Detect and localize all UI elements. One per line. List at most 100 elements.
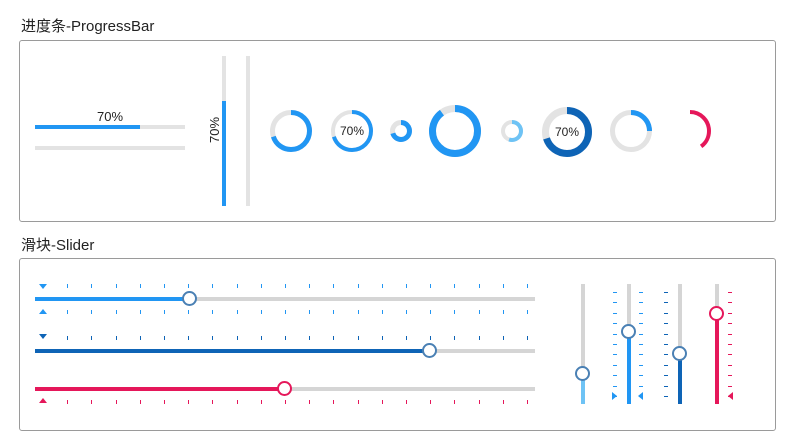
progress-section-title: 进度条-ProgressBar [21,15,154,36]
slider-tick [237,284,238,288]
slider-section-title: 滑块-Slider [21,234,94,255]
slider-tick [406,284,407,288]
slider-tick [333,284,334,288]
slider-tick [333,400,334,404]
vslider-1[interactable] [576,284,590,404]
vslider-tick [664,313,668,314]
vslider-tick [664,344,668,345]
slider-tick [164,336,165,340]
vslider-tick [728,365,732,366]
vslider-tick [639,375,643,376]
ring-progress-4 [429,105,481,157]
slider-tick [309,284,310,288]
slider-tick [527,284,528,288]
slider-tick [285,400,286,404]
slider-2[interactable] [35,344,535,358]
slider-tick [116,336,117,340]
slider-tick [140,336,141,340]
ring-progress-3 [390,120,412,142]
slider-tick [261,284,262,288]
vslider-tick [613,323,617,324]
vslider-tick [639,354,643,355]
vslider-3-thumb[interactable] [672,346,687,361]
vslider-tick [613,375,617,376]
vslider-3[interactable] [673,284,687,404]
vslider-3-ticks-left [664,284,668,404]
slider-tick [309,336,310,340]
vprogress-fill-1 [222,101,226,206]
slider-tick [382,310,383,314]
slider-tick [164,310,165,314]
vslider-tick [728,375,732,376]
ring-label-6: 70% [542,125,592,139]
hprogress-fill-1 [35,125,140,129]
slider-tick [188,400,189,404]
vslider-tick [728,313,732,314]
slider-tick [527,400,528,404]
hprogress-bar-2 [35,146,185,150]
slider-tick [285,310,286,314]
slider-tick [116,284,117,288]
vslider-tick [613,292,617,293]
slider-3-ticks-bottom [35,400,535,404]
slider-1-thumb[interactable] [182,291,197,306]
vslider-4[interactable] [710,284,724,404]
vslider-tick [639,292,643,293]
vslider-tick [639,313,643,314]
slider-tick [358,284,359,288]
slider-1-ticks-bottom [35,310,535,314]
slider-2-thumb[interactable] [422,343,437,358]
vslider-4-ticks-right [728,284,732,404]
slider-tick [116,400,117,404]
vslider-tick [728,334,732,335]
vslider-3-fill [678,354,682,404]
slider-tick [188,310,189,314]
vprogress-bar-1 [222,56,226,206]
slider-tick [527,336,528,340]
slider-tick [140,284,141,288]
ring-progress-1 [270,110,312,152]
slider-tick [406,336,407,340]
vslider-tick [664,334,668,335]
slider-tick [188,336,189,340]
slider-tick [503,284,504,288]
slider-tick [67,400,68,404]
ring-svg-3 [390,120,412,142]
vslider-2-ticks-right [639,284,643,404]
vslider-tick [613,365,617,366]
vslider-tick [639,365,643,366]
vslider-2[interactable] [622,284,636,404]
slider-3[interactable] [35,382,535,396]
vprogress-bar-2 [246,56,250,206]
ring-label-2: 70% [331,124,373,138]
slider-tick [527,310,528,314]
slider-2-ticks-top [35,336,535,340]
vslider-2-ticks-left [613,284,617,404]
vslider-tick [613,334,617,335]
vslider-tick [664,302,668,303]
slider-tick [503,336,504,340]
slider-tick [140,310,141,314]
slider-tick [430,400,431,404]
slider-tick [212,336,213,340]
vslider-2-thumb[interactable] [621,324,636,339]
ring-svg-4 [429,105,481,157]
vslider-4-thumb[interactable] [709,306,724,321]
slider-3-thumb[interactable] [277,381,292,396]
slider-2-marker-top [39,334,47,339]
vslider-1-thumb[interactable] [575,366,590,381]
vslider-tick [664,365,668,366]
slider-1-marker-top [39,284,47,289]
slider-tick [479,400,480,404]
vslider-tick [639,344,643,345]
slider-tick [454,336,455,340]
vslider-tick [664,386,668,387]
vslider-2-fill [627,332,631,404]
ring-progress-8 [669,110,711,152]
slider-1[interactable] [35,292,535,306]
vslider-tick [639,302,643,303]
slider-tick [188,284,189,288]
hprogress-bar-1 [35,125,185,129]
vslider-tick [728,354,732,355]
slider-tick [67,310,68,314]
